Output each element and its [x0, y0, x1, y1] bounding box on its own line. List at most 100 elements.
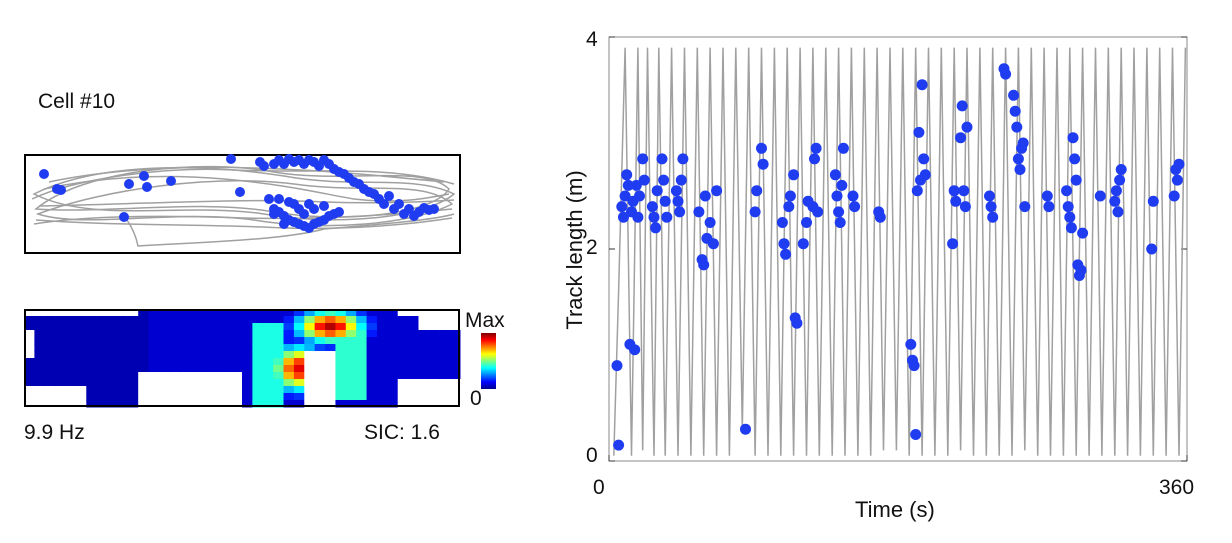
spike-point — [637, 153, 649, 165]
heatmap-cell — [397, 351, 409, 359]
heatmap-cell — [96, 393, 108, 401]
heatmap-cell — [335, 330, 347, 338]
heatmap-cell — [449, 400, 461, 408]
heatmap-cell — [387, 309, 399, 317]
heatmap-cell — [397, 393, 409, 401]
heatmap-cell — [44, 386, 56, 394]
spike-point — [1065, 222, 1077, 234]
spike-point — [1067, 132, 1079, 144]
heatmap-cell — [387, 372, 399, 380]
trajectory-spike-point — [139, 171, 149, 181]
spike-point — [788, 169, 800, 181]
spike-point — [699, 190, 711, 202]
spike-point — [756, 142, 767, 154]
heatmap-cell — [262, 330, 274, 338]
heatmap-cell — [158, 309, 170, 317]
heatmap-cell — [293, 316, 305, 324]
heatmap-cell — [65, 330, 77, 338]
heatmap-cell — [273, 316, 285, 324]
heatmap-cell — [127, 365, 139, 373]
x-tick-label: 360 — [1159, 476, 1195, 499]
heatmap-cell — [24, 365, 35, 373]
heatmap-cell — [65, 358, 77, 366]
heatmap-cell — [210, 379, 222, 387]
heatmap-cell — [75, 323, 87, 331]
spike-point — [797, 238, 809, 250]
heatmap-cell — [148, 309, 160, 317]
heatmap-cell — [325, 400, 336, 408]
heatmap-cell — [366, 330, 378, 338]
heatmap-cell — [314, 372, 326, 380]
heatmap-cell — [75, 365, 87, 373]
heatmap-cell — [356, 393, 368, 401]
heatmap-cell — [439, 393, 451, 401]
heatmap-cell — [44, 400, 56, 408]
heatmap-cell — [376, 309, 388, 317]
heatmap-cell — [314, 400, 326, 408]
heatmap-cell — [65, 344, 77, 352]
spike-point — [1110, 185, 1122, 197]
heatmap-cell — [304, 372, 316, 380]
spike-point — [638, 174, 650, 186]
heatmap-cell — [169, 309, 181, 317]
heatmap-cell — [335, 344, 347, 352]
heatmap-cell — [418, 351, 430, 359]
heatmap-cell — [210, 309, 222, 317]
heatmap-cell — [304, 316, 316, 324]
spike-point — [810, 142, 822, 154]
heatmap-cell — [117, 337, 129, 345]
heatmap-cell — [179, 344, 191, 352]
colorbar-max-label: Max — [465, 309, 505, 332]
heatmap-cell — [127, 372, 139, 380]
spike-point — [751, 185, 763, 197]
heatmap-cell — [408, 337, 419, 345]
heatmap-cell — [117, 393, 129, 401]
spike-point — [784, 190, 796, 202]
heatmap-cell — [117, 358, 129, 366]
trajectory-spike-point — [264, 194, 274, 204]
heatmap-cell — [179, 316, 191, 324]
heatmap-cell — [387, 330, 399, 338]
heatmap-cell — [273, 344, 285, 352]
spike-point — [1069, 153, 1081, 165]
heatmap-cell — [242, 337, 253, 345]
heatmap-cell — [325, 323, 336, 331]
heatmap-cell — [231, 365, 243, 373]
heatmap-cell — [107, 393, 118, 401]
heatmap-cell — [314, 344, 326, 352]
spike-point — [634, 190, 645, 202]
spike-point — [911, 185, 923, 197]
spike-point — [661, 211, 673, 223]
trajectory-spike-point — [294, 204, 304, 214]
heatmap-cell — [210, 358, 222, 366]
trajectory-spike-point — [404, 204, 414, 214]
heatmap-cell — [376, 393, 388, 401]
heatmap-cell — [376, 344, 388, 352]
heatmap-cell — [65, 316, 77, 324]
heatmap-cell — [44, 351, 56, 359]
spike-point — [740, 423, 751, 435]
spike-point — [984, 190, 995, 202]
heatmap-cell — [408, 344, 419, 352]
heatmap-cell — [242, 400, 253, 408]
spike-point — [985, 201, 997, 213]
heatmap-cell — [44, 372, 56, 380]
heatmap-cell — [55, 330, 67, 338]
heatmap-cell — [376, 358, 388, 366]
spike-point — [648, 211, 660, 223]
heatmap-cell — [366, 365, 378, 373]
trajectory-spike-point — [304, 199, 314, 209]
heatmap-cell — [138, 309, 150, 317]
spike-point — [1112, 206, 1124, 218]
heatmap-cell — [138, 323, 150, 331]
heatmap-cell — [262, 323, 274, 331]
heatmap-cell — [335, 323, 347, 331]
heatmap-cell — [179, 309, 191, 317]
heatmap-cell — [293, 330, 305, 338]
spike-point — [776, 217, 788, 228]
heatmap-cell — [418, 337, 430, 345]
heatmap-cell — [345, 344, 357, 352]
heatmap-cell — [397, 323, 409, 331]
heatmap-cell — [86, 386, 98, 394]
heatmap-cell — [86, 351, 98, 359]
